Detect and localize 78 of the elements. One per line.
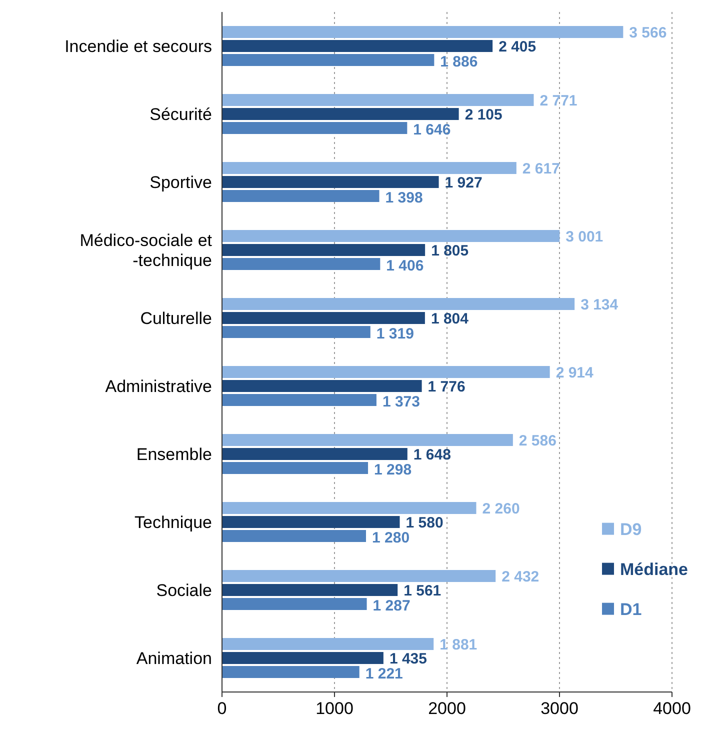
bar	[222, 108, 459, 120]
bar	[222, 502, 476, 514]
data-label: 1 646	[413, 121, 451, 138]
bar	[222, 570, 496, 582]
data-label: 1 881	[440, 636, 478, 654]
y-tick-label: Sociale	[156, 580, 212, 600]
y-tick-label: Sécurité	[150, 104, 212, 124]
legend-label: D1	[620, 600, 642, 619]
bar	[222, 54, 434, 66]
bar	[222, 298, 575, 310]
x-tick-label: 1000	[316, 699, 354, 718]
data-label: 1 805	[431, 242, 469, 260]
y-tick-label: Technique	[134, 512, 212, 532]
bar	[222, 394, 376, 406]
data-label: 1 280	[372, 529, 410, 546]
y-tick-label: Incendie et secours	[64, 36, 212, 56]
bar	[222, 190, 380, 202]
data-label: 1 927	[444, 174, 482, 192]
data-label: 1 804	[430, 310, 470, 328]
data-label: 1 287	[372, 597, 410, 614]
data-label: 2 914	[556, 364, 594, 382]
bar	[222, 434, 513, 446]
bar	[222, 122, 408, 134]
data-label: 1 373	[382, 393, 420, 410]
bar	[222, 530, 366, 542]
bar	[222, 258, 380, 270]
bar	[222, 598, 367, 610]
y-tick-label: Culturelle	[140, 308, 212, 328]
y-tick-label: Médico-sociale et -technique	[80, 230, 212, 270]
bar	[222, 244, 426, 256]
bar	[222, 326, 370, 338]
data-label: 2 105	[464, 106, 502, 124]
bar	[222, 162, 516, 174]
data-label: 3 001	[566, 228, 604, 246]
data-label: 2 432	[502, 568, 540, 586]
data-label: 2 586	[518, 432, 556, 450]
x-tick-label: 0	[217, 699, 227, 718]
data-label: 2 617	[522, 160, 560, 178]
data-label: 1 886	[440, 53, 478, 70]
data-label: 1 648	[413, 446, 451, 464]
data-label: 1 398	[385, 189, 423, 206]
bar	[222, 40, 493, 52]
bar	[222, 176, 439, 188]
x-tick-label: 4000	[653, 699, 691, 718]
bar	[222, 448, 408, 460]
data-label: 2 771	[540, 92, 578, 110]
bar	[222, 584, 398, 596]
data-label: 1 580	[406, 514, 444, 532]
x-tick-label: 3000	[540, 699, 578, 718]
data-label: 2 405	[498, 38, 536, 56]
data-label: 1 435	[389, 650, 427, 668]
data-label: 1 319	[376, 325, 414, 342]
bar	[222, 26, 624, 38]
bar	[222, 652, 384, 664]
legend-label: D9	[620, 520, 642, 539]
bar	[222, 366, 550, 378]
data-label: 1 561	[404, 582, 442, 600]
bar	[222, 462, 368, 474]
data-label: 2 260	[482, 500, 520, 518]
data-label: 3 134	[580, 296, 619, 314]
bar	[222, 666, 360, 678]
y-tick-label: Sportive	[150, 172, 212, 192]
bar	[222, 516, 400, 528]
bar	[222, 380, 422, 392]
legend-label: Médiane	[620, 560, 688, 579]
data-label: 1 776	[428, 378, 466, 396]
data-label: 1 298	[374, 461, 412, 478]
y-tick-label: Ensemble	[136, 444, 212, 464]
x-tick-label: 2000	[428, 699, 466, 718]
bar	[222, 94, 534, 106]
data-label: 1 406	[386, 257, 424, 274]
y-tick-label: Administrative	[105, 376, 212, 396]
data-label: 3 566	[629, 24, 667, 42]
bar	[222, 638, 434, 650]
bar	[222, 230, 560, 242]
data-label: 1 221	[365, 665, 403, 682]
y-tick-label: Animation	[136, 648, 212, 668]
bar	[222, 312, 425, 324]
